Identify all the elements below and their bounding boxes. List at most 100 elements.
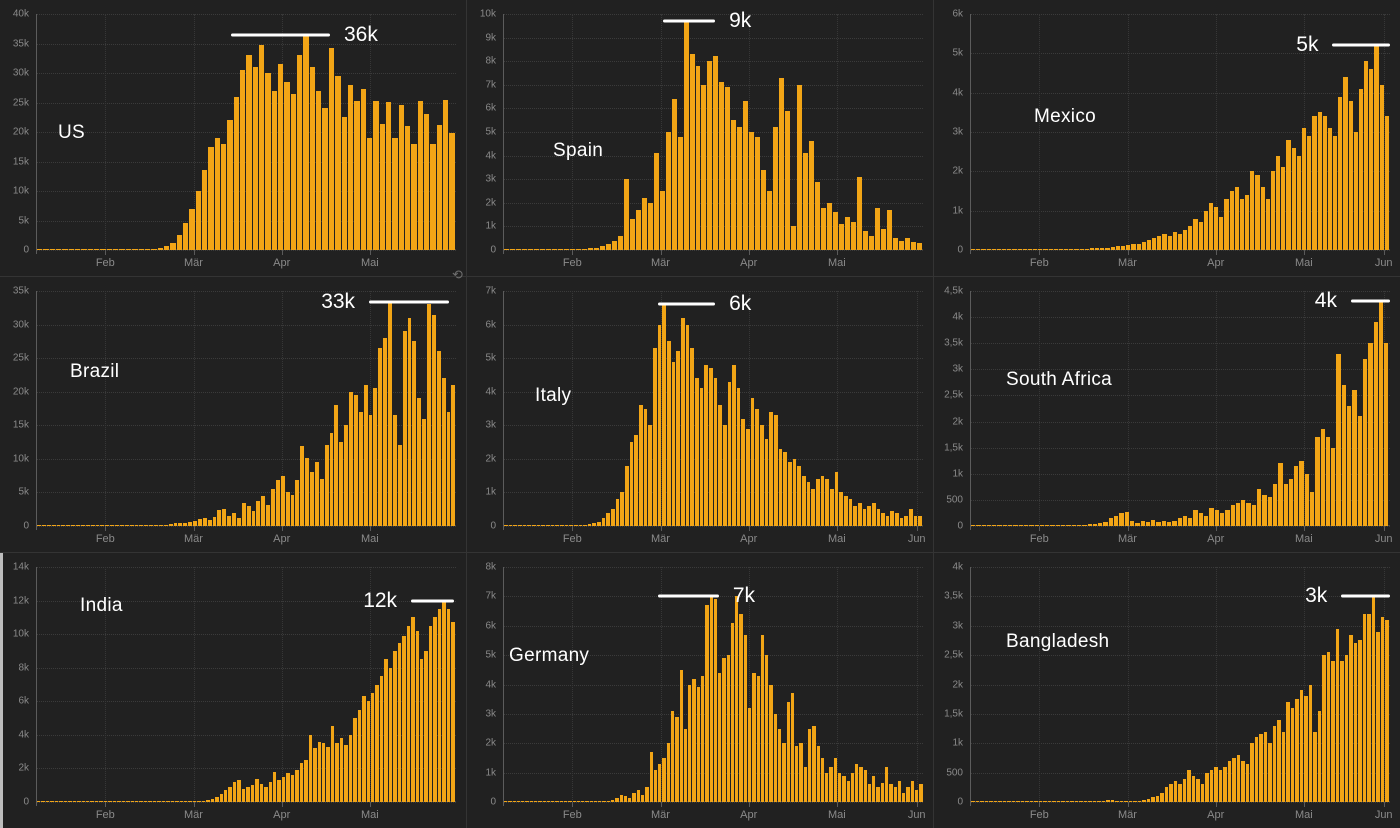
bar[interactable]	[850, 772, 855, 802]
bar[interactable]	[317, 741, 321, 802]
bar[interactable]	[76, 525, 80, 526]
bar[interactable]	[1038, 801, 1042, 802]
bar[interactable]	[59, 801, 63, 802]
bar[interactable]	[106, 249, 113, 250]
bar[interactable]	[154, 525, 158, 526]
bar[interactable]	[727, 381, 732, 526]
bar[interactable]	[37, 525, 41, 526]
bar[interactable]	[559, 801, 563, 802]
bar[interactable]	[551, 801, 555, 802]
bar[interactable]	[976, 249, 981, 250]
bar[interactable]	[1196, 778, 1200, 802]
bar[interactable]	[1358, 88, 1364, 250]
bar[interactable]	[550, 525, 555, 526]
bar[interactable]	[1286, 139, 1291, 250]
bar[interactable]	[1013, 525, 1018, 526]
bar[interactable]	[665, 132, 671, 250]
bar[interactable]	[862, 509, 867, 526]
bar[interactable]	[508, 525, 513, 526]
bar[interactable]	[45, 801, 50, 802]
bar[interactable]	[144, 525, 149, 526]
bar[interactable]	[81, 801, 85, 802]
bar[interactable]	[1320, 429, 1325, 526]
bar[interactable]	[335, 743, 339, 802]
bar[interactable]	[551, 249, 557, 250]
bar[interactable]	[629, 219, 635, 250]
bar[interactable]	[388, 301, 392, 526]
bar[interactable]	[815, 181, 821, 250]
bar[interactable]	[899, 517, 904, 526]
bar[interactable]	[236, 517, 241, 526]
bar[interactable]	[599, 246, 605, 250]
bar[interactable]	[1326, 652, 1330, 802]
bar[interactable]	[1260, 187, 1265, 250]
bars-series[interactable]	[37, 14, 456, 250]
bar[interactable]	[1129, 520, 1135, 526]
bar[interactable]	[1191, 775, 1195, 802]
bar[interactable]	[1029, 801, 1033, 802]
bar[interactable]	[66, 525, 71, 526]
bar[interactable]	[295, 480, 300, 526]
bar[interactable]	[398, 105, 404, 250]
bar[interactable]	[1205, 772, 1209, 802]
bar[interactable]	[295, 770, 299, 802]
bar[interactable]	[1069, 249, 1074, 250]
bar[interactable]	[232, 781, 237, 802]
bar[interactable]	[1214, 766, 1218, 802]
bar[interactable]	[662, 757, 666, 802]
bar[interactable]	[748, 708, 752, 802]
bar[interactable]	[339, 738, 344, 802]
bar[interactable]	[433, 617, 437, 802]
bar[interactable]	[895, 512, 899, 526]
bar[interactable]	[1071, 525, 1076, 526]
bar[interactable]	[1008, 525, 1013, 526]
bar[interactable]	[694, 378, 699, 526]
bar[interactable]	[1012, 249, 1017, 250]
bar[interactable]	[587, 248, 593, 250]
bar[interactable]	[1268, 743, 1272, 802]
bar[interactable]	[1027, 249, 1033, 250]
bar[interactable]	[280, 475, 285, 526]
bar[interactable]	[653, 348, 657, 526]
bar[interactable]	[299, 763, 304, 802]
bar[interactable]	[1265, 198, 1270, 250]
bar[interactable]	[795, 746, 799, 802]
bars-series[interactable]	[37, 291, 456, 526]
bar[interactable]	[1313, 731, 1317, 802]
bars-series[interactable]	[504, 291, 923, 526]
bar[interactable]	[1101, 801, 1105, 802]
bar[interactable]	[232, 513, 236, 526]
bar[interactable]	[1227, 760, 1231, 802]
bar[interactable]	[1250, 743, 1254, 802]
bar[interactable]	[397, 642, 402, 802]
bar[interactable]	[1283, 484, 1288, 526]
bar[interactable]	[1327, 128, 1333, 250]
bar[interactable]	[94, 801, 99, 802]
bar[interactable]	[183, 801, 188, 802]
bar[interactable]	[393, 650, 397, 802]
bar[interactable]	[1103, 521, 1108, 526]
bar[interactable]	[546, 801, 551, 802]
bar[interactable]	[334, 405, 339, 526]
bar[interactable]	[1029, 525, 1034, 526]
bar[interactable]	[998, 801, 1002, 802]
bar[interactable]	[867, 784, 872, 802]
bar[interactable]	[504, 249, 509, 250]
bar[interactable]	[827, 202, 833, 250]
bar[interactable]	[559, 525, 564, 526]
bar[interactable]	[986, 525, 992, 526]
bar[interactable]	[1172, 521, 1177, 526]
bar[interactable]	[54, 801, 59, 802]
bar[interactable]	[1140, 520, 1145, 526]
bar[interactable]	[419, 659, 424, 802]
bar[interactable]	[773, 127, 779, 250]
bar[interactable]	[517, 525, 522, 526]
bar[interactable]	[56, 525, 61, 526]
bar[interactable]	[1142, 800, 1146, 802]
bar[interactable]	[1045, 525, 1050, 526]
bar[interactable]	[1257, 489, 1262, 526]
bar[interactable]	[417, 100, 423, 250]
bar[interactable]	[1177, 234, 1183, 250]
bar[interactable]	[437, 608, 442, 802]
bar[interactable]	[252, 67, 259, 250]
